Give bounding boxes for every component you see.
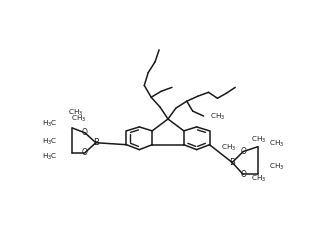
Text: CH$_3$: CH$_3$ [269,161,284,172]
Text: CH$_3$: CH$_3$ [71,114,87,124]
Text: CH$_3$: CH$_3$ [209,112,225,122]
Text: B: B [229,158,235,167]
Text: O: O [240,147,246,156]
Text: H$_3$C: H$_3$C [42,119,57,129]
Text: B: B [93,138,99,147]
Text: CH$_3$: CH$_3$ [251,174,266,184]
Text: H$_3$C: H$_3$C [42,137,57,147]
Text: O: O [82,148,88,157]
Text: CH$_3$: CH$_3$ [221,143,237,153]
Text: CH$_3$: CH$_3$ [68,108,84,118]
Text: O: O [82,128,88,137]
Text: CH$_3$: CH$_3$ [251,135,266,145]
Text: O: O [240,170,246,179]
Text: H$_3$C: H$_3$C [42,151,57,162]
Text: CH$_3$: CH$_3$ [269,139,284,149]
